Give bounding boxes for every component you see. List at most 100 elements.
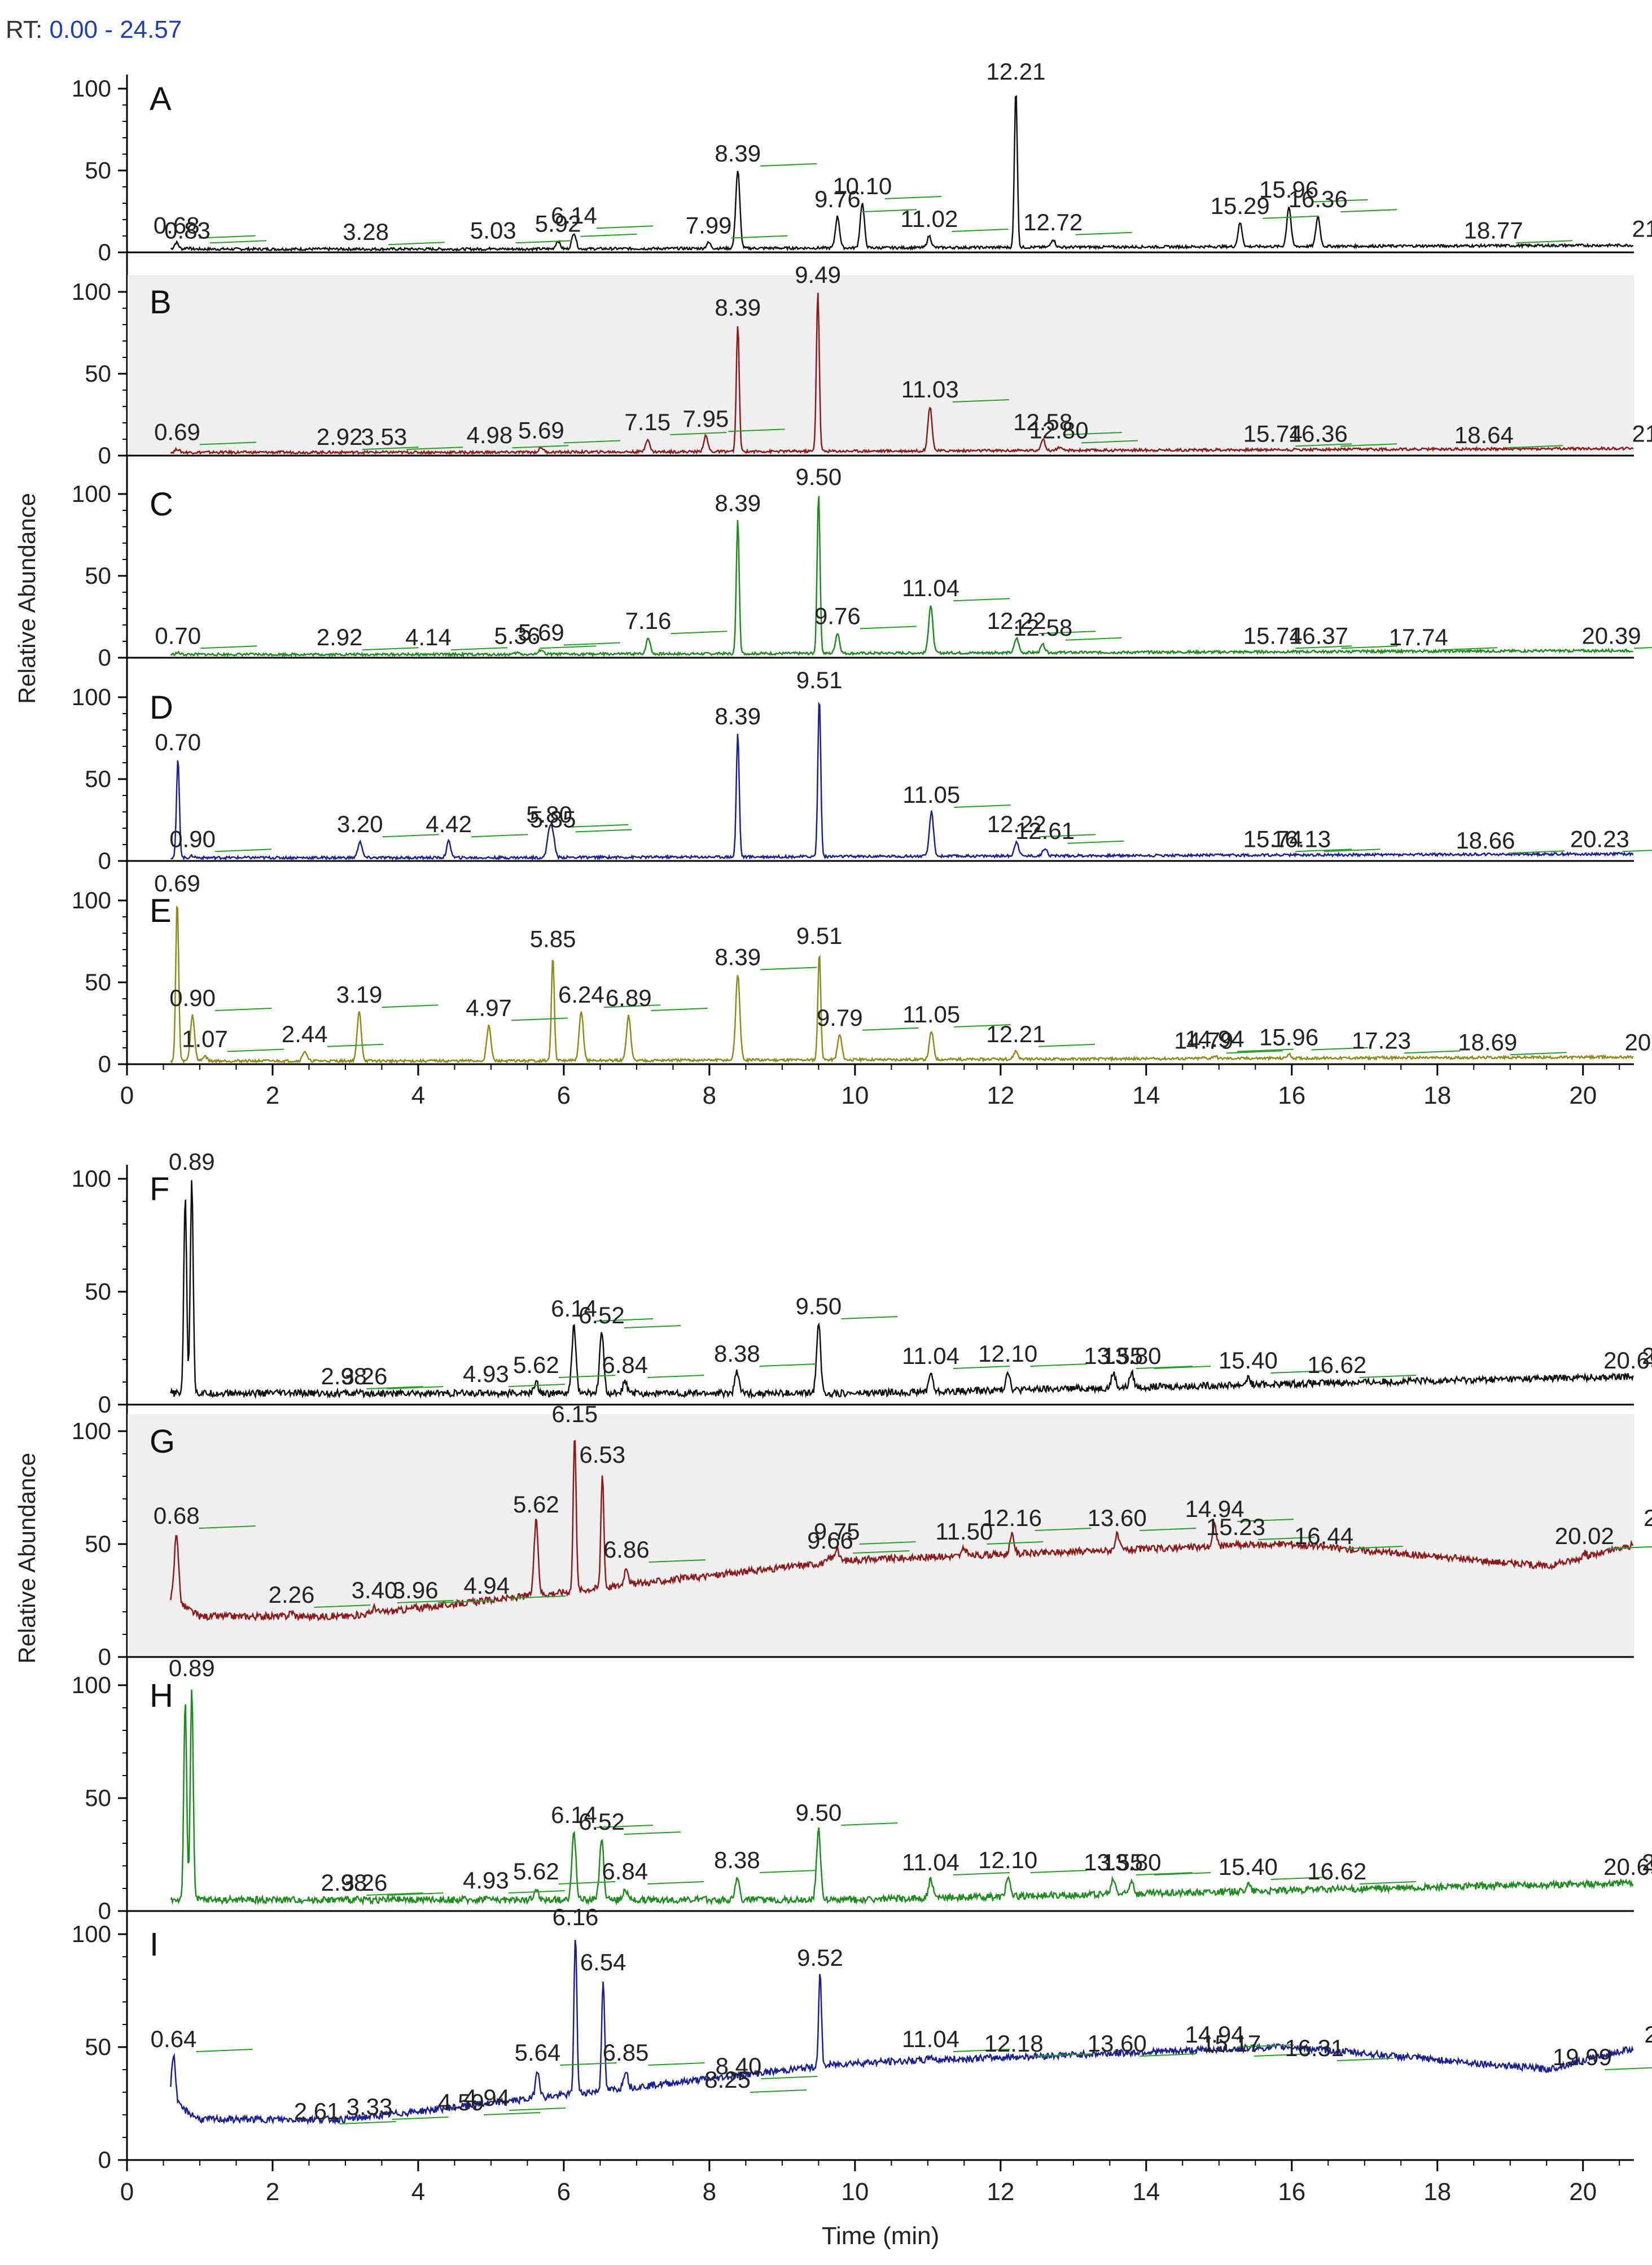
y-tick-label: 100 [72,75,111,102]
peak-leader [860,209,917,213]
peak-label: 16.62 [1307,1858,1366,1884]
peak-label: 12.80 [1029,417,1088,444]
peak-leader [953,2049,1010,2052]
peak-label: 12.16 [983,1505,1042,1531]
trace-line [170,905,1634,1064]
peak-leader [563,440,620,444]
x-tick-label: 4 [411,1082,425,1109]
peak-label: 17.23 [1352,1027,1411,1053]
peak-leader [954,1024,1011,1027]
y-tick-label: 100 [72,1418,111,1444]
peak-label: 18.77 [1464,217,1523,243]
peak-leader [841,1316,898,1319]
peak-leader [1254,2053,1311,2057]
peak-label: 13.60 [1088,2030,1147,2057]
peak-leader [1081,440,1138,444]
peak-label: 12.18 [984,2030,1043,2057]
peak-label: 11.50 [935,1518,993,1545]
peak-label: 6.15 [551,1401,598,1427]
x-tick-label: 0 [120,1082,134,1109]
peak-label: 19.99 [1553,2044,1612,2070]
trace-line [170,1689,1634,1906]
panel-letter: C [150,486,173,523]
peak-label: 8.39 [715,944,761,970]
peak-label: 11.02 [900,205,958,232]
peak-leader [1263,215,1320,219]
x-tick-label: 4 [411,2178,425,2206]
x-tick-label: 20 [1569,1082,1597,1109]
peak-label: 3.26 [341,1869,388,1896]
peak-label: 20.39 [1581,622,1641,649]
trace-line [170,1940,1634,2126]
peak-leader [215,1008,272,1011]
peak-leader [1067,840,1124,844]
panel-shade [128,275,1634,456]
peak-label: 8.38 [714,1340,760,1367]
x-tick-label: 16 [1278,2178,1305,2206]
peak-label: 4.93 [463,1361,509,1387]
peak-label: 9.50 [795,1799,842,1826]
peak-leader [1140,2053,1197,2057]
peak-leader [987,1541,1044,1545]
peak-leader [1270,1877,1327,1880]
peak-leader [1516,240,1573,244]
peak-leader [1237,1048,1294,1052]
peak-label: 8.40 [716,2053,762,2079]
panel-letter: G [150,1423,175,1460]
peak-label: 18.66 [1456,827,1515,854]
peak-label: 0.68 [154,212,200,239]
peak-leader [1506,445,1563,449]
x-tick-label: 10 [841,1082,869,1109]
peak-label: 11.04 [902,1343,959,1369]
peak-leader [362,647,419,651]
peak-label: 9.50 [795,1293,842,1319]
peak-leader [450,647,508,651]
y-tick-label: 0 [98,239,111,265]
peak-label: 5.62 [513,1352,559,1378]
y-tick-label: 100 [72,278,111,305]
peak-leader [884,196,941,199]
peak-leader [651,1008,708,1011]
peak-label: 11.05 [902,1001,960,1027]
y-tick-label: 100 [72,1165,111,1192]
peak-label: 9.79 [817,1004,863,1031]
peak-label: 15.29 [1211,193,1270,219]
y-tick-label: 50 [85,1278,111,1305]
peak-leader [1295,849,1352,852]
y-tick-label: 0 [98,1643,111,1670]
panel-letter: I [150,1926,159,1963]
peak-leader [648,2062,705,2066]
peak-label: 6.14 [551,1801,597,1828]
peak-leader [227,1048,284,1052]
peak-label: 6.24 [558,981,604,1008]
peak-leader [1341,645,1398,649]
y-axis-label: Relative Abundance [14,493,40,704]
panel-letter: E [150,893,172,929]
peak-leader [196,2049,253,2052]
peak-label: 6.52 [579,1808,625,1835]
peak-leader [392,2117,449,2120]
peak-leader [954,804,1011,808]
peak-label: 2 [1642,1343,1652,1369]
peak-leader [1154,1366,1211,1369]
peak-label: 12.61 [1015,817,1075,844]
peak-label: 6.52 [579,1302,625,1328]
peak-label: 5.62 [513,1491,559,1518]
peak-leader [575,829,632,833]
peak-leader [563,642,620,646]
peak-label: 21.24 [1644,1505,1652,1531]
peak-label: 3.53 [361,423,407,450]
peak-label: 4.94 [463,1572,510,1599]
y-tick-label: 50 [85,766,111,792]
panel-A: 0 50 100 A 0.680.83 3.28 5.03 5.926.14 7.99 8.39 9… [72,58,1652,265]
peak-label: 15.96 [1259,176,1318,203]
peak-leader [327,1043,384,1047]
panel-B: 0 50 100 B 0.69 2.923.53 4.98 5.69 7.15 7.95 8.39 9… [72,261,1652,469]
peak-label: 7.15 [624,409,671,435]
peak-leader [406,447,463,451]
y-tick-label: 0 [98,644,111,671]
panel-letter: A [150,81,172,117]
peak-label: 12.21 [986,1021,1045,1047]
peak-leader [1270,1370,1327,1374]
peak-leader [1039,834,1096,838]
